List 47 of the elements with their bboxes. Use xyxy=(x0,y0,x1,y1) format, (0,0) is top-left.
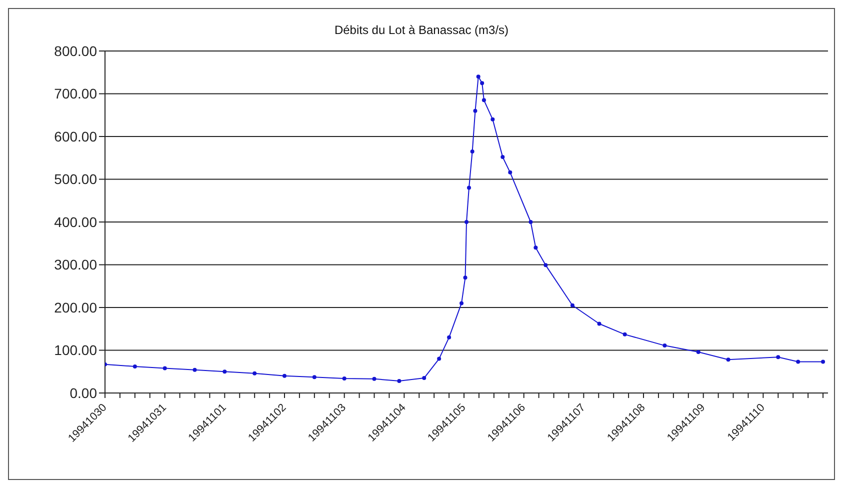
point xyxy=(482,98,486,102)
y-tick-label: 100.00 xyxy=(54,342,98,358)
point xyxy=(662,344,667,348)
y-tick-label: 400.00 xyxy=(54,214,98,230)
point xyxy=(162,366,167,370)
point xyxy=(464,220,468,224)
point xyxy=(796,360,800,364)
point xyxy=(463,276,468,280)
y-tick-label: 500.00 xyxy=(54,171,98,188)
point xyxy=(460,301,464,306)
point xyxy=(192,368,197,372)
point xyxy=(776,355,780,360)
point xyxy=(544,263,548,268)
y-tick-label: 0.00 xyxy=(70,384,98,401)
point xyxy=(726,358,730,362)
point xyxy=(490,117,495,122)
point xyxy=(372,376,376,381)
point xyxy=(397,379,402,384)
y-tick-label: 700.00 xyxy=(54,86,98,102)
point xyxy=(222,370,227,374)
point xyxy=(132,364,137,368)
point xyxy=(252,371,257,376)
point xyxy=(480,81,484,86)
point xyxy=(821,360,826,364)
point xyxy=(570,303,574,308)
point xyxy=(500,155,505,160)
point xyxy=(447,335,452,340)
point xyxy=(597,322,602,326)
y-tick-label: 300.00 xyxy=(54,256,98,273)
point xyxy=(422,376,426,380)
point xyxy=(466,186,471,190)
point xyxy=(508,170,512,174)
point xyxy=(282,374,287,378)
y-tick-label: 200.00 xyxy=(54,299,98,316)
point xyxy=(473,108,478,113)
point xyxy=(342,376,346,380)
y-tick-label: 800.00 xyxy=(54,42,98,59)
y-tick-label: 600.00 xyxy=(54,128,98,144)
point xyxy=(534,246,538,250)
chart-title: Débits du Lot à Banassac (m3/s) xyxy=(333,23,510,37)
point xyxy=(437,356,442,361)
point xyxy=(622,332,627,336)
point xyxy=(470,149,474,154)
point xyxy=(312,375,316,380)
point xyxy=(696,350,700,354)
point xyxy=(476,74,480,79)
point xyxy=(528,220,533,224)
